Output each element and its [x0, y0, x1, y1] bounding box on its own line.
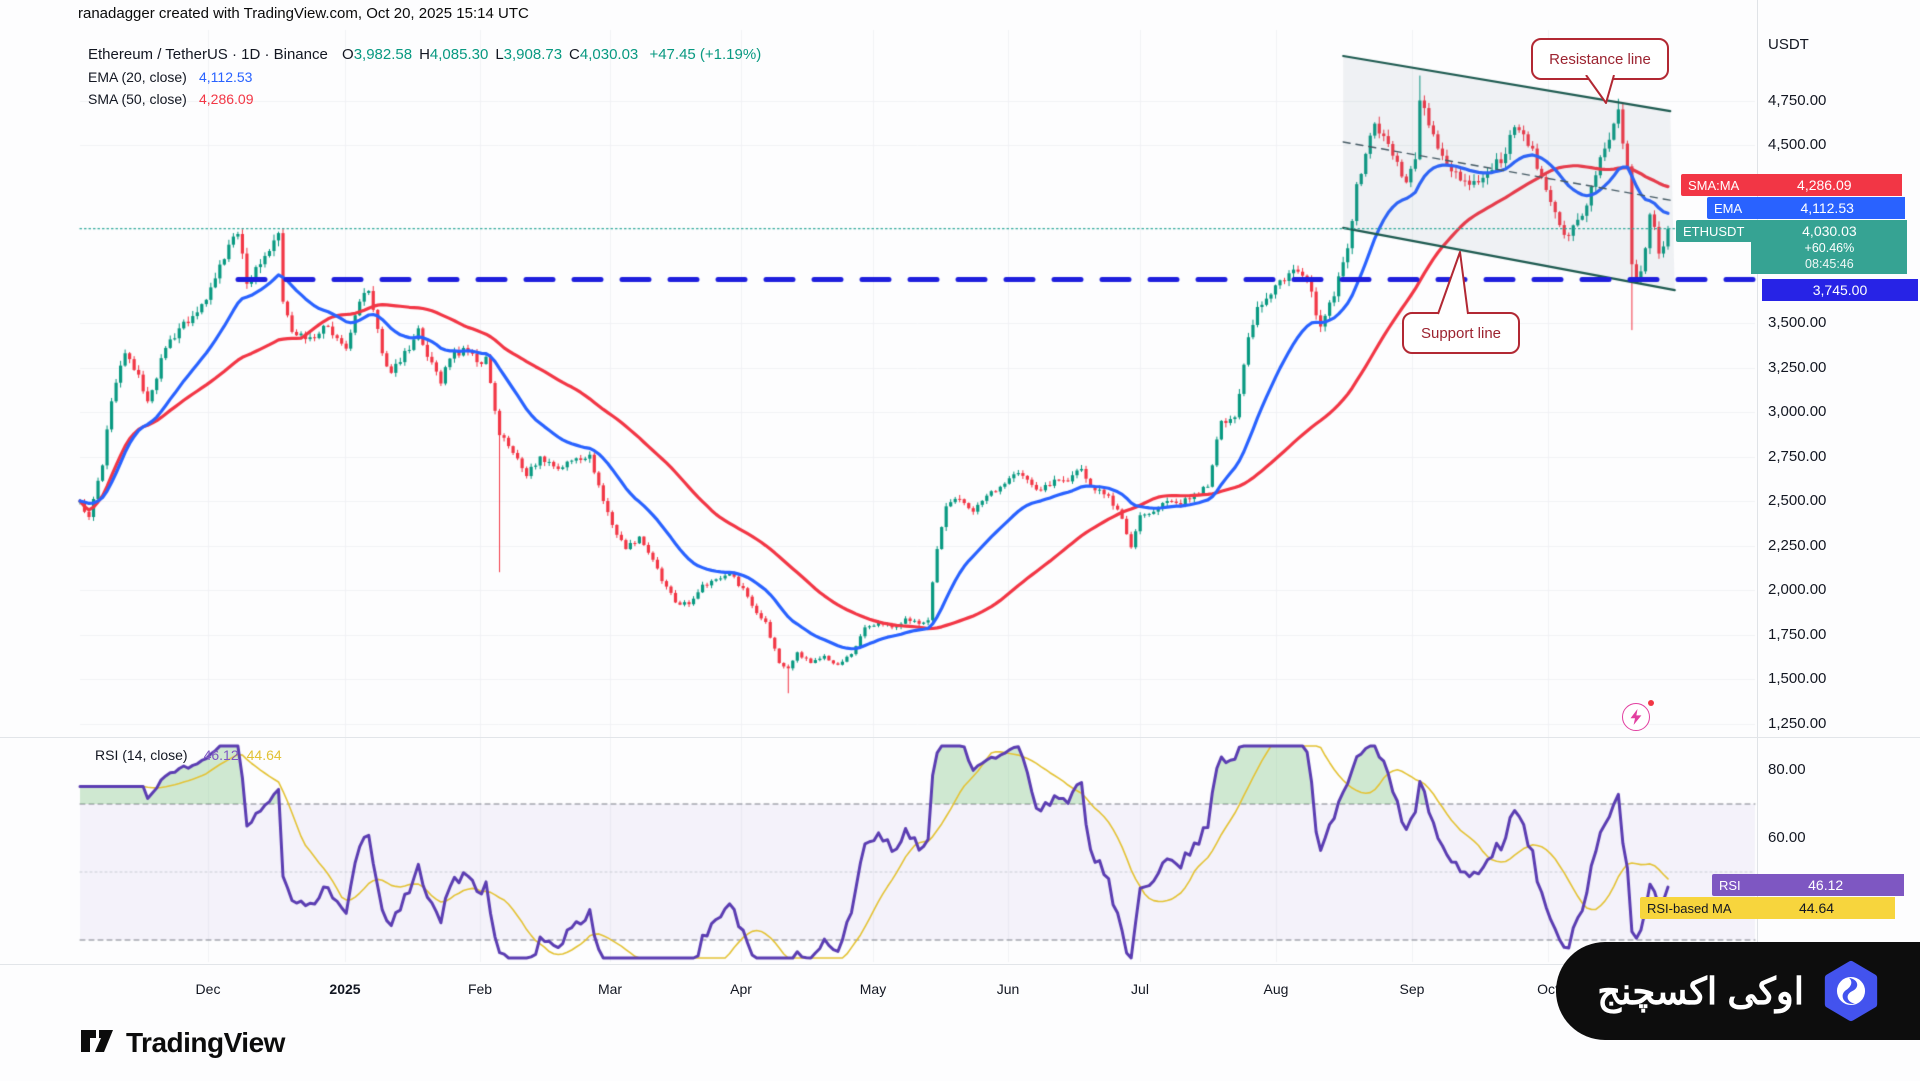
price-tick: 3,250.00: [1768, 358, 1827, 376]
symbol-tag-values: 4,030.03 +60.46% 08:45:46: [1751, 220, 1908, 274]
support-callout-tail: [1437, 251, 1469, 315]
brand-watermark: اوکی اکسچنج: [1556, 942, 1920, 1040]
rsi-ma-tag-value: 44.64: [1738, 897, 1895, 919]
symbol-legend-row: Ethereum / TetherUS · 1D · Binance O3,98…: [88, 44, 761, 66]
rsi-tick: 80.00: [1768, 761, 1806, 778]
attribution-text: ranadagger created with TradingView.com,…: [78, 5, 529, 22]
time-label: Mar: [597, 981, 623, 997]
ema-value: 4,112.53: [199, 69, 253, 85]
time-label: Aug: [1263, 981, 1289, 997]
time-label: Feb: [467, 981, 493, 997]
tradingview-logo[interactable]: TradingView: [80, 1026, 285, 1060]
resistance-callout[interactable]: Resistance line: [1531, 38, 1669, 80]
price-tick: 1,500.00: [1768, 670, 1827, 687]
price-tick: 1,250.00: [1768, 714, 1827, 732]
last-price: 4,030.03: [1802, 223, 1857, 239]
time-axis-divider: [0, 964, 1920, 965]
ohlc-values: O3,982.58 H4,085.30 L3,908.73 C4,030.03: [342, 46, 639, 63]
price-axis-border: [1757, 0, 1758, 1012]
time-label: 2025: [329, 981, 361, 997]
resistance-callout-text: Resistance line: [1549, 50, 1651, 68]
resistance-callout-tail: [1585, 75, 1615, 104]
rsi-tick: 60.00: [1768, 829, 1806, 846]
price-axis-currency[interactable]: USDT: [1768, 36, 1809, 53]
ema-indicator-label[interactable]: EMA (20, close): [88, 69, 187, 85]
ema-tag-value: 4,112.53: [1749, 197, 1906, 219]
support-callout[interactable]: Support line: [1402, 312, 1520, 354]
tradingview-wordmark: TradingView: [126, 1027, 285, 1058]
bar-countdown: 08:45:46: [1805, 257, 1854, 271]
change-percent: +60.46%: [1804, 241, 1855, 255]
price-tick: 2,000.00: [1768, 581, 1827, 598]
level-tag-value: 3,745.00: [1762, 279, 1918, 301]
ema-legend-row: EMA (20, close) 4,112.53: [88, 66, 761, 88]
symbol-legend: Ethereum / TetherUS · 1D · Binance O3,98…: [88, 44, 761, 110]
sma-tag-value: 4,286.09: [1746, 174, 1903, 196]
sma-indicator-label[interactable]: SMA (50, close): [88, 91, 187, 107]
rsi-indicator-label[interactable]: RSI (14, close): [95, 747, 188, 763]
time-label: Apr: [730, 981, 752, 997]
rsi-value: 46.12: [203, 747, 239, 763]
price-tick: 4,750.00: [1768, 91, 1827, 109]
time-label: Dec: [195, 981, 221, 997]
support-callout-text: Support line: [1420, 324, 1502, 342]
sma-tag-label: SMA:MA: [1681, 174, 1747, 196]
price-tick: 2,250.00: [1768, 536, 1827, 554]
change-value: +47.45 (+1.19%): [649, 46, 762, 63]
rsi-ma-value: 44.64: [246, 747, 282, 763]
time-label: Jul: [1131, 981, 1149, 997]
rsi-tag-label: RSI: [1712, 874, 1748, 896]
rsi-ma-tag: RSI-based MA 44.64: [1640, 897, 1895, 919]
pane-divider[interactable]: [0, 737, 1920, 738]
ema-price-tag: EMA 4,112.53: [1707, 197, 1906, 219]
symbol-title[interactable]: Ethereum / TetherUS · 1D · Binance: [88, 46, 328, 63]
sma-value: 4,286.09: [199, 91, 254, 107]
price-tick: 3,000.00: [1768, 403, 1827, 420]
level-price-tag: 3,745.00: [1762, 279, 1918, 301]
sma-price-tag: SMA:MA 4,286.09: [1681, 174, 1903, 196]
rsi-ma-tag-label: RSI-based MA: [1640, 897, 1739, 919]
price-tick: 4,500.00: [1768, 136, 1827, 153]
lightning-icon: [1630, 709, 1642, 725]
price-tick: 2,750.00: [1768, 447, 1827, 465]
brand-name: اوکی اکسچنج: [1597, 970, 1804, 1012]
time-label: Sep: [1399, 981, 1425, 997]
replay-button[interactable]: [1622, 703, 1650, 731]
tradingview-mark-icon: [81, 1030, 113, 1052]
time-label: Jun: [996, 981, 1020, 997]
notification-dot: [1648, 700, 1654, 706]
price-tick: 2,500.00: [1768, 492, 1827, 509]
price-tick: 1,750.00: [1768, 625, 1827, 643]
ema-tag-label: EMA: [1707, 197, 1750, 219]
rsi-tag: RSI 46.12: [1712, 874, 1904, 896]
rsi-tag-value: 46.12: [1747, 874, 1904, 896]
price-tick: 3,500.00: [1768, 314, 1827, 331]
time-label: May: [859, 981, 887, 997]
symbol-price-tag: ETHUSDT 4,030.03 +60.46% 08:45:46: [1676, 220, 1908, 274]
time-label: Oct: [1537, 981, 1559, 997]
sma-legend-row: SMA (50, close) 4,286.09: [88, 88, 761, 110]
rsi-legend-row: RSI (14, close) 46.12 44.64: [95, 747, 282, 763]
ok-exchange-logo-icon: [1824, 960, 1878, 1022]
symbol-tag-label: ETHUSDT: [1676, 220, 1752, 242]
